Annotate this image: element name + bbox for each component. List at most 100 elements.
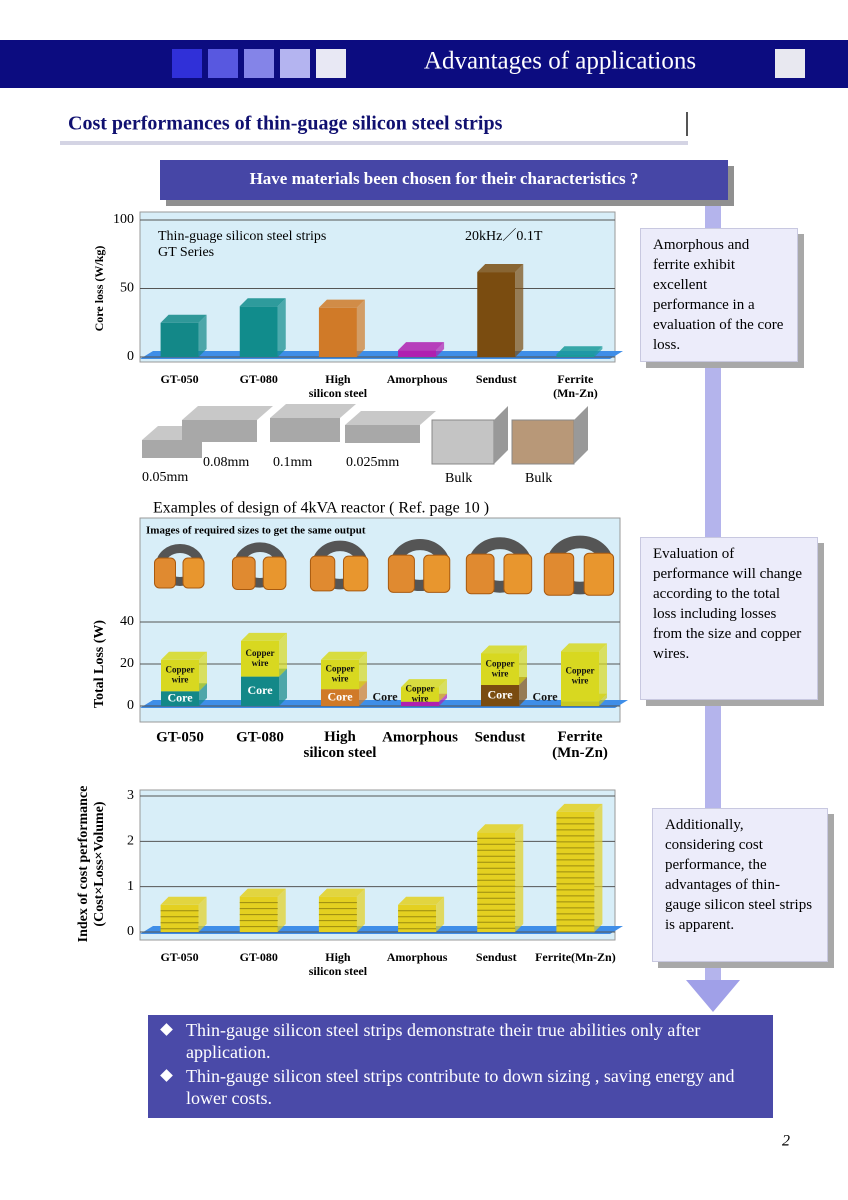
sample-bulk-side: [574, 406, 588, 464]
bar-segment: [481, 685, 519, 706]
segment-label: Core: [167, 690, 193, 704]
header-square: [316, 49, 346, 78]
bar: [556, 354, 595, 357]
bar-top: [398, 896, 445, 905]
sample-top: [345, 411, 436, 425]
header-title: Advantages of applications: [424, 48, 696, 75]
header-bar: [0, 40, 848, 88]
bar-segment: [401, 701, 439, 706]
sample-bulk: [431, 419, 495, 465]
conclusion-item: Thin-gauge silicon steel strips contribu…: [186, 1065, 763, 1109]
x-tick-label: GT-050: [160, 950, 198, 964]
y-tick-label: 100: [113, 212, 134, 227]
chart-title: Examples of design of 4kVA reactor ( Ref…: [153, 500, 489, 517]
reactor-coil: [543, 552, 575, 596]
x-tick-label: High silicon steel: [304, 729, 377, 761]
bar-segment: [561, 701, 599, 706]
bar-side: [515, 264, 524, 357]
x-tick-label: Sendust: [476, 950, 517, 964]
bar: [398, 904, 437, 932]
bar-top: [477, 824, 524, 833]
chart-panel: [139, 789, 616, 941]
bar-segment: [481, 653, 519, 685]
page-number: 2: [782, 1133, 790, 1150]
bar-side: [594, 803, 603, 932]
segment-label: Core: [487, 687, 513, 701]
chart-floor: [140, 351, 623, 359]
bar-segment: [241, 676, 279, 706]
reactor-coil: [262, 556, 287, 590]
bar-side: [359, 651, 367, 690]
x-tick-label: High silicon steel: [309, 950, 368, 978]
segment-label: Copper wire: [326, 664, 355, 684]
bar-top: [556, 803, 603, 812]
bar-segment: [241, 640, 279, 677]
reactor-coil: [342, 555, 369, 592]
bar: [160, 904, 199, 932]
x-tick-label: Ferrite(Mn-Zn): [552, 729, 608, 761]
x-tick-label: Amorphous: [382, 729, 458, 745]
reactor-coil: [231, 556, 256, 590]
y-axis-label: (Cost×Loss×Volume): [92, 801, 107, 926]
bar-segment: [161, 659, 199, 692]
sample-label: 0.1mm: [273, 455, 312, 470]
chart-panel: [139, 517, 621, 723]
y-tick-label: 2: [127, 834, 134, 849]
x-tick-label: High silicon steel: [309, 372, 368, 400]
bar-side: [439, 693, 447, 706]
bar-top: [161, 651, 207, 660]
bar: [477, 832, 516, 932]
bar: [398, 350, 437, 357]
sample-label: 0.05mm: [142, 470, 188, 485]
flow-arrow-head: [686, 980, 740, 1012]
chart-title: Thin-guage silicon steel strips: [158, 229, 326, 244]
bar-side: [436, 342, 445, 357]
reactor-coil: [583, 552, 615, 596]
question-box: [160, 160, 728, 200]
reactor-coil: [503, 553, 533, 595]
bar-side: [594, 346, 603, 357]
segment-label: Core: [327, 689, 353, 703]
chart-floor: [140, 926, 623, 934]
sample-block: [270, 418, 340, 442]
bar: [160, 322, 199, 357]
y-axis-label: Total Loss (W): [92, 620, 107, 709]
reactor-coil: [154, 557, 176, 589]
x-tick-label: GT-050: [156, 729, 204, 745]
bar-top: [318, 888, 365, 897]
header-square: [775, 49, 805, 78]
chart-subtitle: Images of required sizes to get the same…: [146, 525, 366, 537]
bar-side: [199, 651, 207, 692]
segment-label: Core: [532, 690, 558, 704]
section-title: Cost performances of thin-guage silicon …: [68, 113, 503, 135]
reactor-coil: [182, 557, 205, 589]
bar-top: [398, 342, 445, 351]
bar-top: [239, 298, 286, 307]
sample-top: [182, 406, 273, 420]
note: Evaluation of performance will change ac…: [640, 537, 818, 700]
bar-side: [199, 683, 207, 706]
question: Have materials been chosen for their cha…: [250, 169, 639, 188]
reactor-coil: [387, 554, 415, 593]
bar-side: [356, 299, 365, 357]
sample-block: [142, 440, 202, 458]
bar-side: [277, 888, 286, 932]
y-tick-label: 50: [120, 281, 134, 296]
x-tick-label: GT-080: [236, 729, 284, 745]
segment-label: Copper wire: [566, 666, 595, 686]
bar-side: [359, 681, 367, 706]
y-tick-label: 0: [127, 698, 134, 713]
y-tick-label: 0: [127, 924, 134, 939]
segment-label: Copper wire: [486, 658, 515, 678]
conclusion-box: Thin-gauge silicon steel strips demonstr…: [148, 1015, 773, 1118]
reactor-coil: [423, 554, 451, 593]
bar-side: [519, 645, 527, 685]
bar-side: [599, 693, 607, 706]
chart-panel: [139, 211, 616, 363]
sample-block: [182, 420, 257, 442]
sample-bulk: [511, 419, 575, 465]
reactor-coil: [309, 555, 336, 592]
bar-top: [561, 643, 607, 652]
